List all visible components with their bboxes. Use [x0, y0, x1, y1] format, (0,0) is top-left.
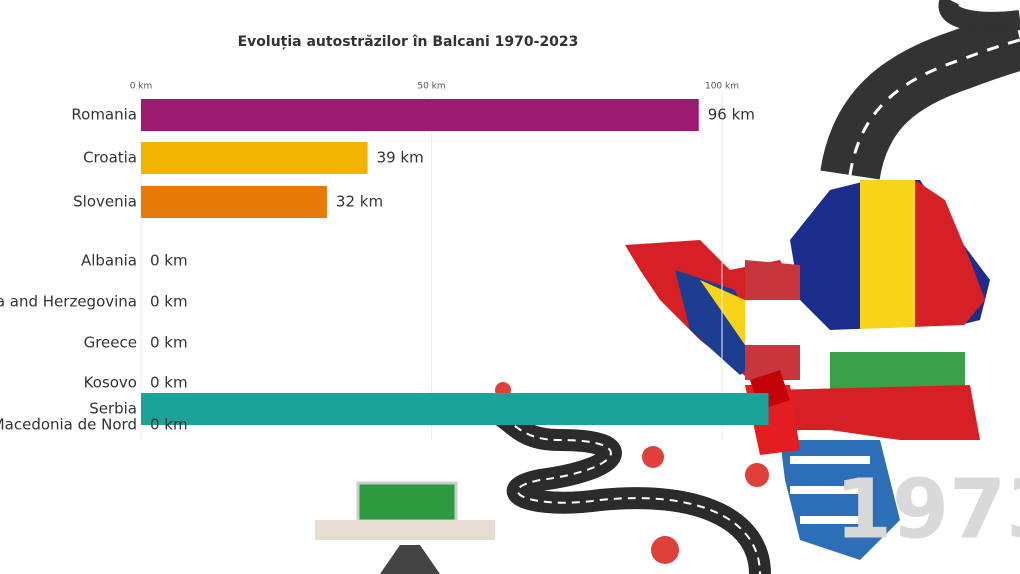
bar — [141, 186, 327, 218]
category-label: Albania — [81, 252, 137, 270]
category-label: Romania — [71, 106, 137, 124]
category-label: Croatia — [83, 149, 137, 167]
value-label: 96 km — [708, 106, 755, 124]
bar — [141, 99, 699, 131]
category-label: Slovenia — [73, 193, 137, 211]
road-sign — [315, 481, 495, 574]
x-tick-label: 0 km — [130, 82, 153, 92]
value-label: 0 km — [150, 374, 188, 392]
value-label: 39 km — [377, 149, 424, 167]
x-tick-label: 100 km — [705, 82, 739, 92]
value-label: 0 km — [150, 416, 188, 434]
road-marking — [848, 38, 1020, 176]
road-marking — [449, 405, 761, 574]
value-label: 0 km — [150, 293, 188, 311]
category-label: Macedonia de Nord — [0, 416, 137, 434]
category-label: Greece — [84, 334, 137, 352]
value-label: 0 km — [150, 252, 188, 270]
bar — [141, 142, 368, 174]
category-label: Serbia — [89, 400, 137, 418]
road — [938, 0, 1020, 32]
road — [448, 395, 771, 574]
value-label: 32 km — [336, 193, 383, 211]
year-label: 1973 — [835, 462, 1020, 557]
chart-title: Evoluția autostrăzilor în Balcani 1970-2… — [238, 34, 579, 50]
map — [625, 180, 990, 560]
category-label: a and Herzegovina — [0, 293, 137, 311]
value-label: 0 km — [150, 334, 188, 352]
bar — [141, 393, 769, 425]
x-tick-label: 50 km — [417, 82, 445, 92]
road — [820, 10, 1020, 181]
category-label: Kosovo — [84, 374, 137, 392]
